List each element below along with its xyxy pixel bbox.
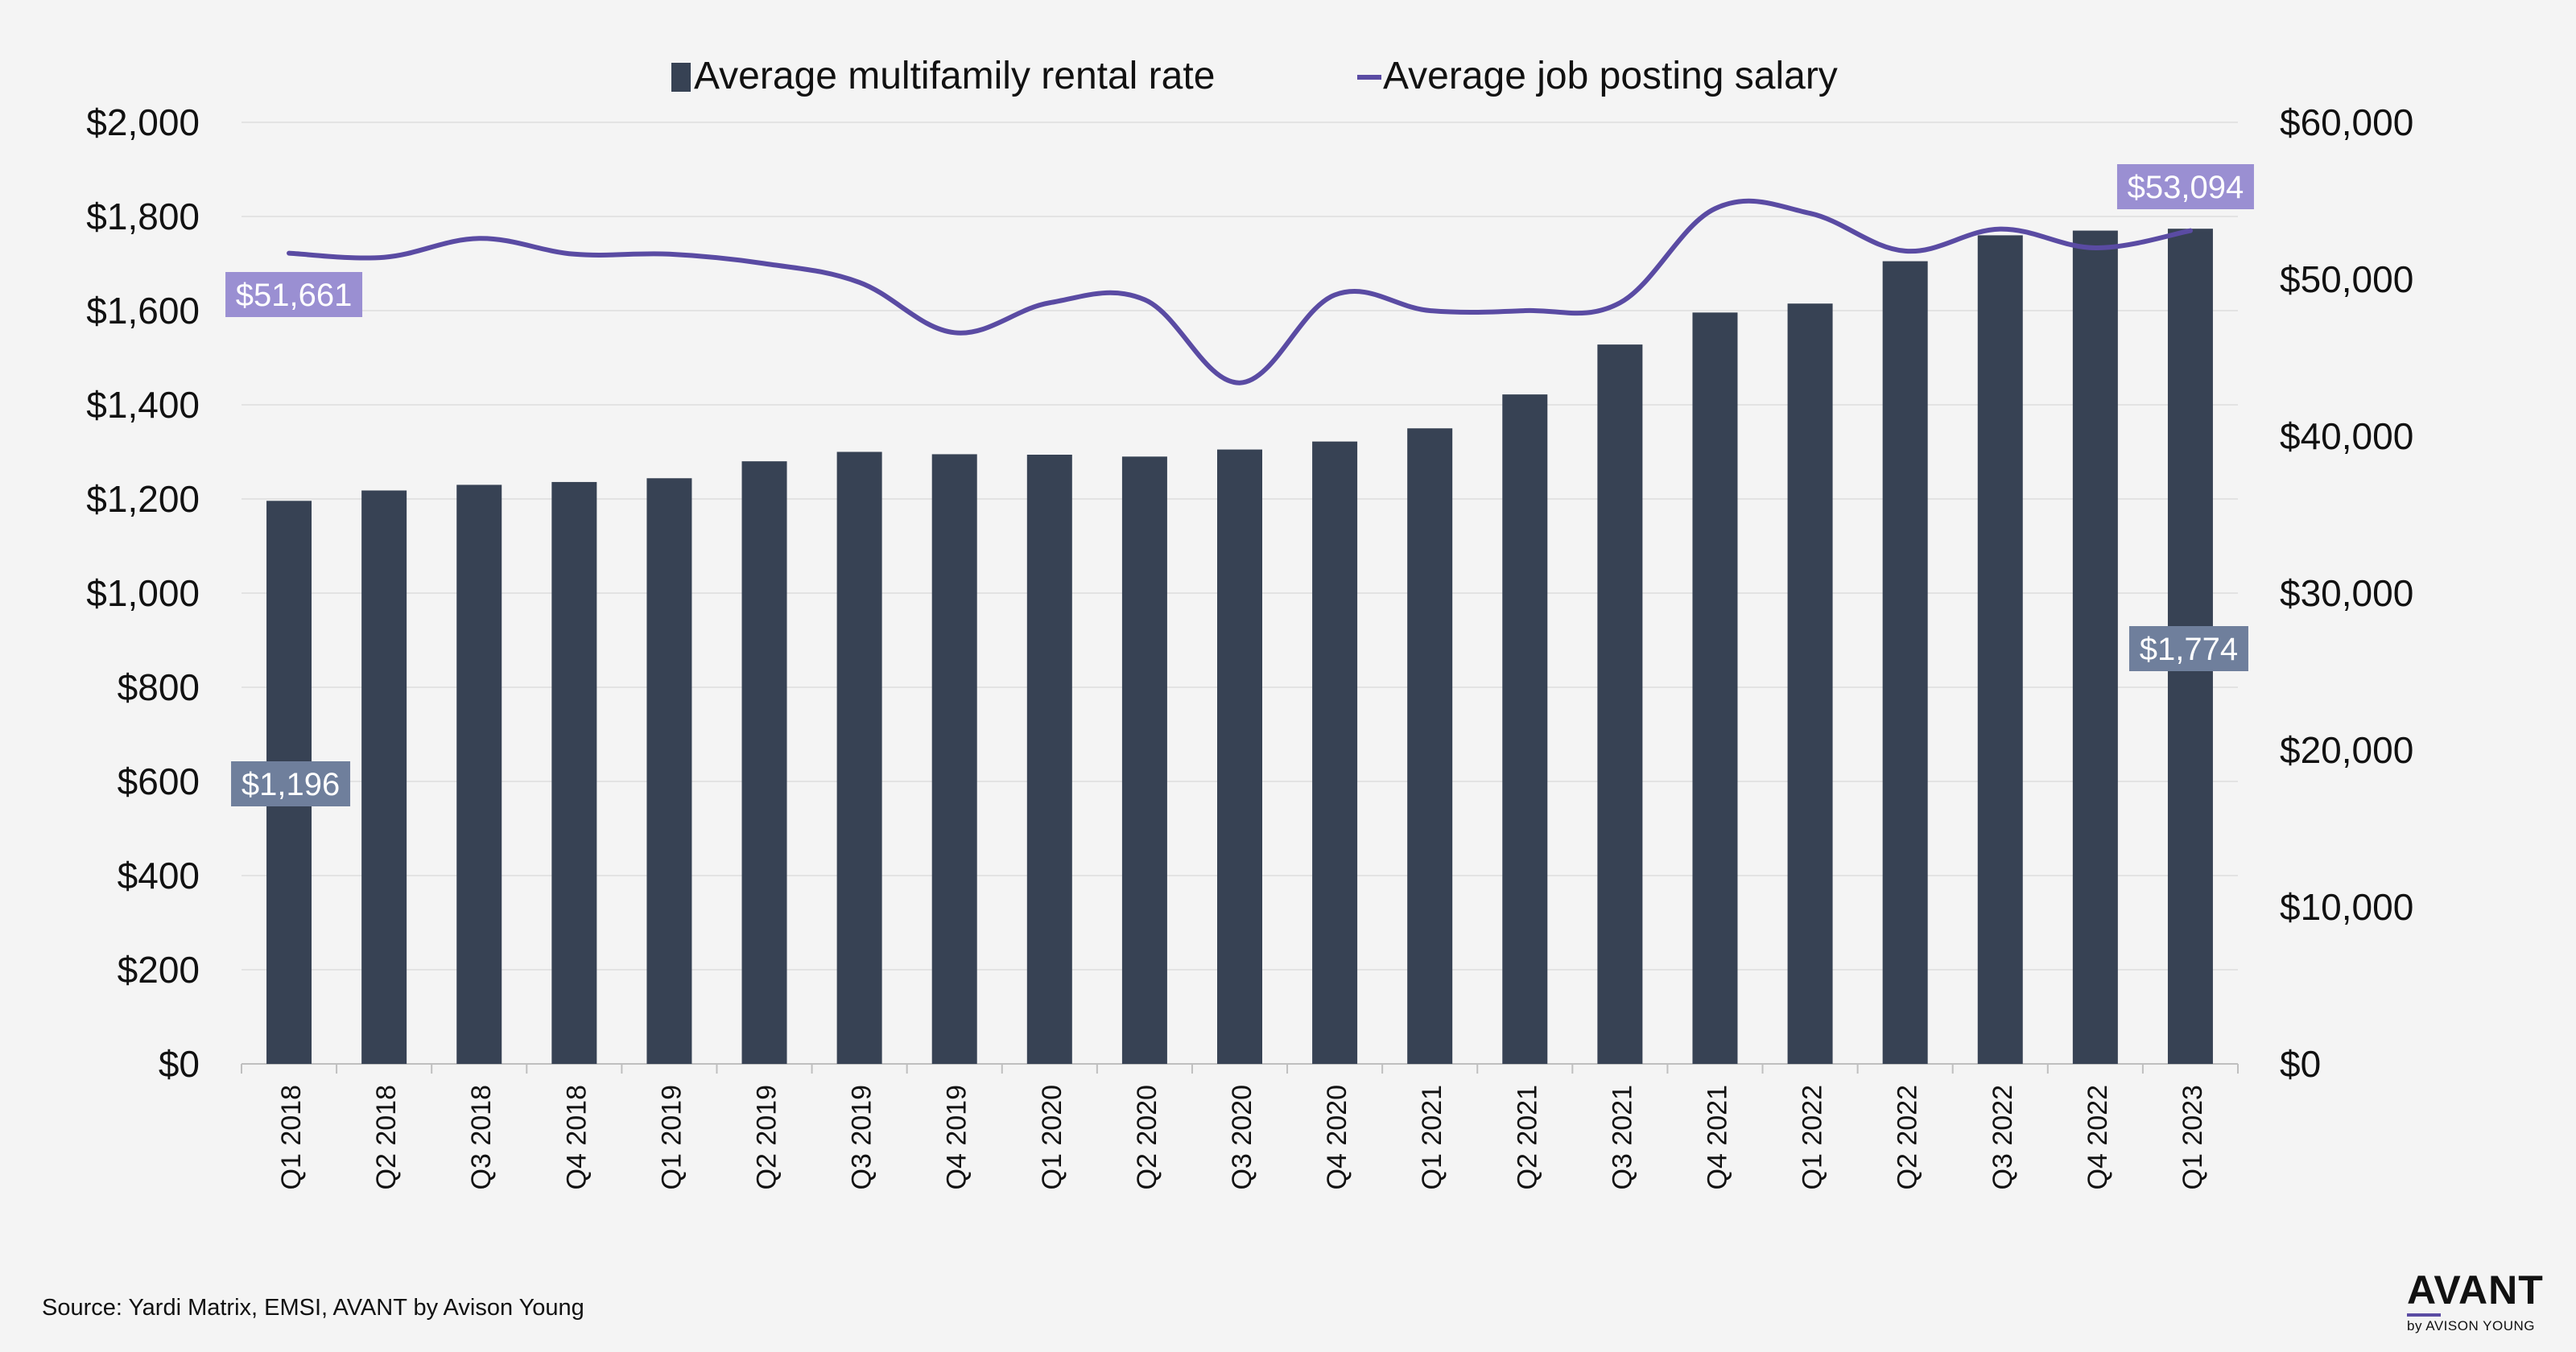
x-tick-label: Q4 2019 [942, 1085, 972, 1189]
bar-series [266, 229, 2213, 1065]
y-left-tick-label: $400 [118, 855, 200, 897]
left-axis-ticks: $0 $200 $400 $600 $800 $1,000 $1,200 $1,400 $1,6… [86, 101, 200, 1085]
y-left-tick-label: $2,000 [86, 101, 200, 143]
logo-wordmark: AVANT [2407, 1268, 2544, 1313]
x-tick-label: Q1 2022 [1798, 1085, 1828, 1189]
y-left-tick-label: $800 [118, 666, 200, 708]
x-tick-label: Q1 2021 [1417, 1085, 1447, 1189]
x-tick-label: Q2 2021 [1512, 1085, 1542, 1189]
logo-accent-bar [2407, 1313, 2441, 1317]
x-tick-label: Q3 2020 [1227, 1085, 1257, 1189]
bar [1787, 303, 1833, 1065]
y-right-tick-label: $60,000 [2280, 101, 2413, 143]
right-axis-ticks: $0 $10,000 $20,000 $30,000 $40,000 $50,000 $60… [2280, 101, 2413, 1085]
y-right-tick-label: $10,000 [2280, 886, 2413, 928]
y-right-tick-label: $0 [2280, 1043, 2321, 1085]
x-tick-label: Q3 2018 [466, 1085, 497, 1189]
y-left-tick-label: $1,800 [86, 196, 200, 237]
x-tick-label: Q3 2021 [1607, 1085, 1637, 1189]
bar [1977, 235, 2023, 1064]
line-first-label: $51,661 [236, 278, 353, 313]
bar [1692, 312, 1738, 1065]
x-tick-label: Q4 2022 [2083, 1085, 2113, 1189]
legend-line-label: Average job posting salary [1383, 55, 1838, 97]
y-right-tick-label: $30,000 [2280, 572, 2413, 614]
bar [1026, 455, 1072, 1064]
bar [551, 481, 597, 1064]
bar [361, 490, 407, 1064]
line-last-label-bg [2116, 164, 2254, 209]
x-tick-label: Q4 2018 [561, 1085, 592, 1189]
line-first-label-bg [225, 272, 363, 317]
bar [1217, 449, 1262, 1064]
x-tick-label: Q1 2020 [1037, 1085, 1067, 1189]
legend-bar-label: Average multifamily rental rate [694, 55, 1215, 97]
y-left-tick-label: $1,600 [86, 290, 200, 332]
line-last-label: $53,094 [2128, 170, 2244, 205]
bar [1882, 261, 1928, 1064]
bar [1502, 394, 1548, 1064]
y-left-tick-label: $1,400 [86, 384, 200, 426]
y-left-tick-label: $200 [118, 949, 200, 991]
bar-last-label: $1,774 [2140, 632, 2238, 667]
bar [1121, 456, 1167, 1064]
x-tick-label: Q1 2019 [656, 1085, 687, 1189]
bar [741, 461, 787, 1064]
x-tick-label: Q2 2019 [752, 1085, 782, 1189]
legend: Average multifamily rental rate Average j… [671, 55, 1838, 97]
salary-line [287, 198, 2193, 385]
bar [2072, 230, 2118, 1064]
y-right-tick-label: $50,000 [2280, 258, 2413, 300]
bar [646, 478, 692, 1064]
y-left-tick-label: $1,000 [86, 572, 200, 614]
x-tick-label: Q1 2023 [2178, 1085, 2208, 1189]
x-axis-ticks: Q1 2018 Q2 2018 Q3 2018 Q4 2018 Q1 2019 Q2 20… [276, 1085, 2208, 1189]
source-note: Source: Yardi Matrix, EMSI, AVANT by Avi… [42, 1295, 584, 1321]
x-tick-label: Q1 2018 [276, 1085, 307, 1189]
y-right-tick-label: $20,000 [2280, 729, 2413, 771]
bar [1407, 428, 1453, 1064]
bar-last-label-bg [2128, 626, 2248, 671]
legend-bar-swatch [671, 63, 691, 92]
x-tick-label: Q4 2020 [1322, 1085, 1352, 1189]
x-tick-label: Q4 2021 [1702, 1085, 1732, 1189]
bar [456, 484, 502, 1064]
data-labels: $1,196 $1,774 $51,661 $53,094 [225, 164, 2254, 806]
x-tick-label: Q2 2022 [1893, 1085, 1923, 1189]
y-left-tick-label: $600 [118, 760, 200, 802]
x-tick-label: Q2 2020 [1132, 1085, 1162, 1189]
x-tick-label: Q3 2019 [847, 1085, 877, 1189]
bar-first-label-bg [231, 761, 351, 806]
y-left-tick-label: $0 [159, 1043, 200, 1085]
y-right-tick-label: $40,000 [2280, 415, 2413, 457]
bar [1597, 344, 1643, 1064]
bar [931, 454, 977, 1064]
x-tick-label: Q2 2018 [371, 1085, 402, 1189]
avant-logo: AVANT by AVISON YOUNG [2407, 1270, 2544, 1334]
y-left-tick-label: $1,200 [86, 478, 200, 520]
bar-first-label: $1,196 [242, 767, 340, 802]
x-tick-label: Q3 2022 [1988, 1085, 2018, 1189]
logo-subtitle: by AVISON YOUNG [2407, 1318, 2535, 1333]
line-series [287, 198, 2193, 385]
bar [836, 451, 882, 1064]
bar [1312, 441, 1358, 1064]
